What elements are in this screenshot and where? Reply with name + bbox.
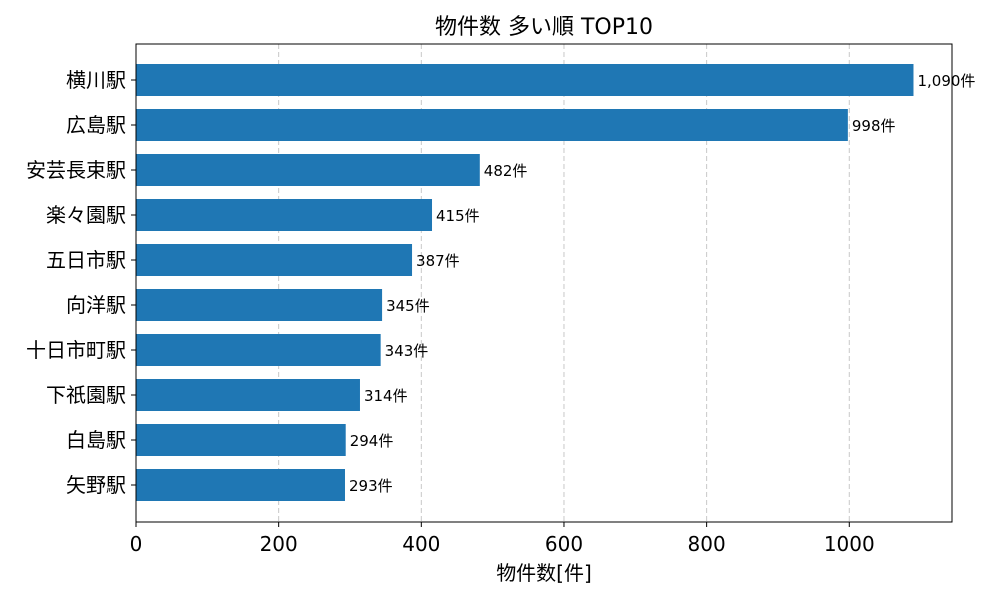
bar — [136, 244, 413, 276]
data-label: 343件 — [385, 342, 429, 360]
data-label: 294件 — [350, 432, 394, 450]
y-tick-label: 広島駅 — [66, 113, 126, 137]
y-tick-label: 横川駅 — [66, 68, 126, 92]
bar — [136, 154, 480, 186]
ticks-layer: 0 200 400 600 800 1000 横川駅広島駅安芸長束駅楽々園駅五日市駅向洋駅十… — [26, 68, 875, 556]
x-tick-label: 0 — [130, 532, 143, 556]
chart-title: 物件数 多い順 TOP10 — [435, 15, 653, 40]
bar — [136, 424, 346, 456]
bar — [136, 334, 381, 366]
bar — [136, 199, 433, 231]
data-label: 1,090件 — [917, 72, 975, 90]
bar — [136, 289, 383, 321]
x-tick-label: 400 — [402, 532, 440, 556]
data-label: 415件 — [436, 207, 480, 225]
y-tick-label: 安芸長束駅 — [26, 158, 126, 182]
y-tick-label: 楽々園駅 — [46, 203, 126, 227]
data-label: 293件 — [349, 477, 393, 495]
y-tick-label: 白島駅 — [66, 428, 126, 452]
x-tick-label: 600 — [545, 532, 583, 556]
data-labels-layer: 1,090件 998件 482件 415件 387件 345件 343件 314件 294件 29… — [349, 72, 975, 495]
data-label: 482件 — [484, 162, 528, 180]
bar — [136, 379, 360, 411]
y-tick-label: 五日市駅 — [46, 248, 126, 272]
data-label: 345件 — [386, 297, 430, 315]
x-tick-label: 1000 — [824, 532, 875, 556]
bar — [136, 109, 848, 141]
bar — [136, 469, 345, 501]
x-axis-label: 物件数[件] — [496, 561, 592, 585]
x-tick-label: 800 — [688, 532, 726, 556]
y-tick-label: 矢野駅 — [66, 473, 126, 497]
x-tick-label: 200 — [260, 532, 298, 556]
plot-frame — [135, 43, 953, 523]
bar — [136, 64, 914, 96]
data-label: 314件 — [364, 387, 408, 405]
data-label: 998件 — [852, 117, 896, 135]
y-tick-label: 下祇園駅 — [46, 383, 126, 407]
y-tick-label: 向洋駅 — [66, 293, 126, 317]
y-tick-label: 十日市町駅 — [26, 338, 126, 362]
data-label: 387件 — [416, 252, 460, 270]
bars-layer — [136, 64, 914, 501]
